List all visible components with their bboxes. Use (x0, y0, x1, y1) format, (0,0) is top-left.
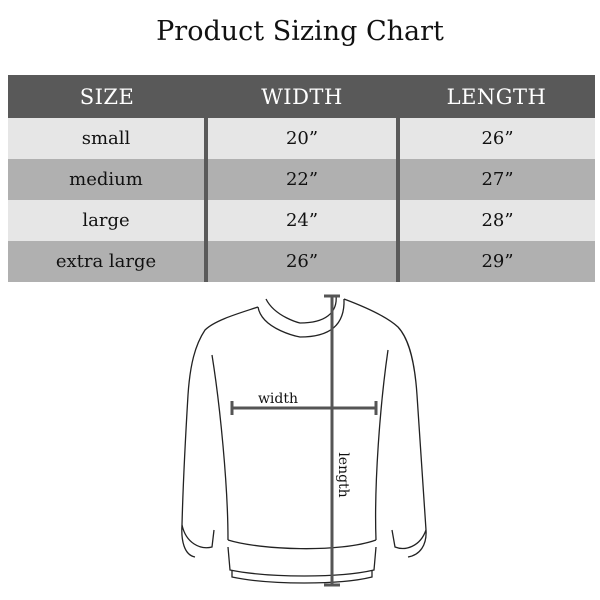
table-row: extra large 26” 29” (8, 241, 595, 282)
size-cell: small (8, 118, 206, 159)
size-cell: extra large (8, 241, 206, 282)
sweatshirt-diagram: width length (181, 294, 427, 587)
table-row: large 24” 28” (8, 200, 595, 241)
page-title: Product Sizing Chart (156, 16, 444, 47)
sizing-table: SIZE WIDTH LENGTH small 20” 26” medium 2… (8, 75, 595, 282)
length-cell: 27” (396, 159, 595, 200)
size-cell: large (8, 200, 206, 241)
length-label: length (335, 452, 351, 497)
width-label: width (258, 391, 298, 407)
length-cell: 28” (396, 200, 595, 241)
table-row: medium 22” 27” (8, 159, 595, 200)
table-row: small 20” 26” (8, 118, 595, 159)
header-width: WIDTH (206, 75, 398, 118)
measure-lines (230, 294, 378, 587)
sweatshirt-outline (181, 294, 427, 584)
width-cell: 22” (204, 159, 398, 200)
header-size: SIZE (8, 75, 206, 118)
length-cell: 29” (396, 241, 595, 282)
width-cell: 24” (204, 200, 398, 241)
width-cell: 26” (204, 241, 398, 282)
size-cell: medium (8, 159, 206, 200)
length-cell: 26” (396, 118, 595, 159)
width-cell: 20” (204, 118, 398, 159)
header-length: LENGTH (398, 75, 595, 118)
table-header: SIZE WIDTH LENGTH (8, 75, 595, 118)
